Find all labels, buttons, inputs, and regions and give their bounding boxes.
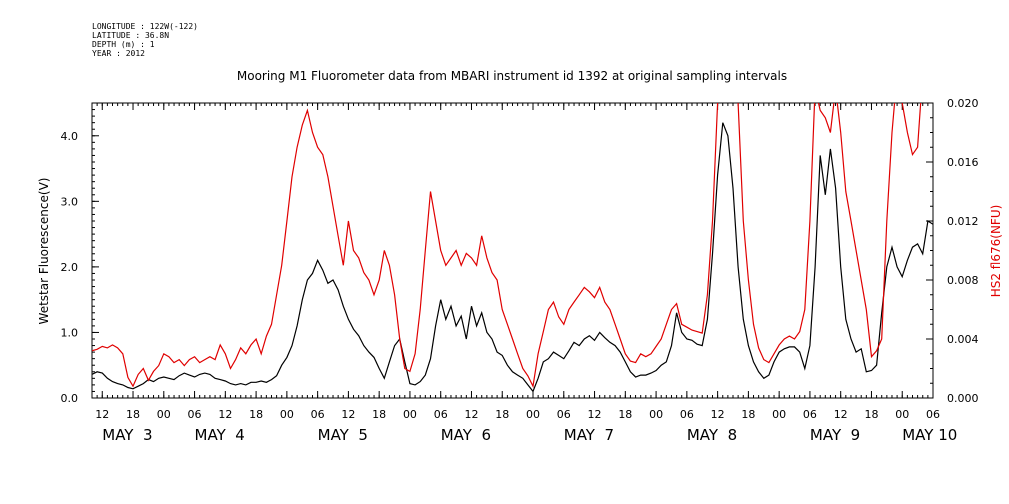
y-left-tick-label: 0.0	[61, 392, 79, 405]
y-left-tick-label: 4.0	[61, 130, 79, 143]
y-right-tick-label: 0.004	[947, 333, 979, 346]
x-hour-tick-label: 00	[157, 408, 171, 421]
x-hour-tick-label: 18	[864, 408, 878, 421]
y-right-tick-label: 0.012	[947, 215, 979, 228]
x-hour-tick-label: 12	[834, 408, 848, 421]
meta-longitude: LONGITUDE : 122W(-122)	[92, 22, 198, 31]
x-hour-tick-label: 06	[557, 408, 571, 421]
x-hour-tick-label: 06	[434, 408, 448, 421]
y-left-tick-label: 1.0	[61, 326, 79, 339]
x-hour-tick-label: 00	[895, 408, 909, 421]
x-hour-tick-label: 12	[588, 408, 602, 421]
chart-title: Mooring M1 Fluorometer data from MBARI i…	[237, 69, 787, 83]
x-hour-tick-label: 18	[249, 408, 263, 421]
x-hour-tick-label: 06	[680, 408, 694, 421]
x-hour-tick-label: 00	[649, 408, 663, 421]
meta-year: YEAR : 2012	[92, 49, 145, 58]
x-hour-tick-label: 18	[618, 408, 632, 421]
x-hour-tick-label: 18	[741, 408, 755, 421]
y-right-axis-label: HS2 fl676(NFU)	[989, 205, 1003, 298]
x-hour-tick-label: 12	[711, 408, 725, 421]
x-hour-tick-label: 00	[526, 408, 540, 421]
y-left-tick-label: 2.0	[61, 261, 79, 274]
x-date-label: MAY 8	[687, 426, 737, 444]
plot-frame	[91, 102, 934, 399]
x-date-label: MAY 3	[102, 426, 152, 444]
y-left-tick-label: 3.0	[61, 195, 79, 208]
x-hour-tick-label: 06	[803, 408, 817, 421]
x-hour-tick-label: 06	[311, 408, 325, 421]
x-hour-tick-label: 06	[188, 408, 202, 421]
x-hour-tick-label: 18	[495, 408, 509, 421]
series-line-left	[92, 122, 933, 393]
x-hour-tick-label: 12	[218, 408, 232, 421]
x-date-label: MAY 9	[810, 426, 860, 444]
x-hour-tick-label: 12	[341, 408, 355, 421]
x-hour-tick-label: 00	[772, 408, 786, 421]
x-date-label: MAY 10	[902, 426, 957, 444]
x-date-label: MAY 7	[564, 426, 614, 444]
y-right-tick-label: 0.016	[947, 156, 979, 169]
x-hour-tick-label: 06	[926, 408, 940, 421]
x-hour-tick-label: 12	[95, 408, 109, 421]
x-hour-tick-label: 00	[280, 408, 294, 421]
x-hour-tick-label: 18	[126, 408, 140, 421]
y-right-tick-label: 0.020	[947, 97, 979, 110]
series-line-right	[92, 103, 929, 389]
x-hour-tick-label: 12	[464, 408, 478, 421]
y-right-tick-label: 0.000	[947, 392, 979, 405]
y-left-axis-label: Wetstar Fluorescence(V)	[37, 178, 51, 325]
x-date-label: MAY 4	[195, 426, 245, 444]
x-hour-tick-label: 18	[372, 408, 386, 421]
meta-depth: DEPTH (m) : 1	[92, 40, 155, 49]
x-date-label: MAY 5	[318, 426, 368, 444]
x-hour-tick-label: 00	[403, 408, 417, 421]
meta-latitude: LATITUDE : 36.8N	[92, 31, 170, 40]
x-date-label: MAY 6	[441, 426, 491, 444]
y-right-tick-label: 0.008	[947, 274, 979, 287]
